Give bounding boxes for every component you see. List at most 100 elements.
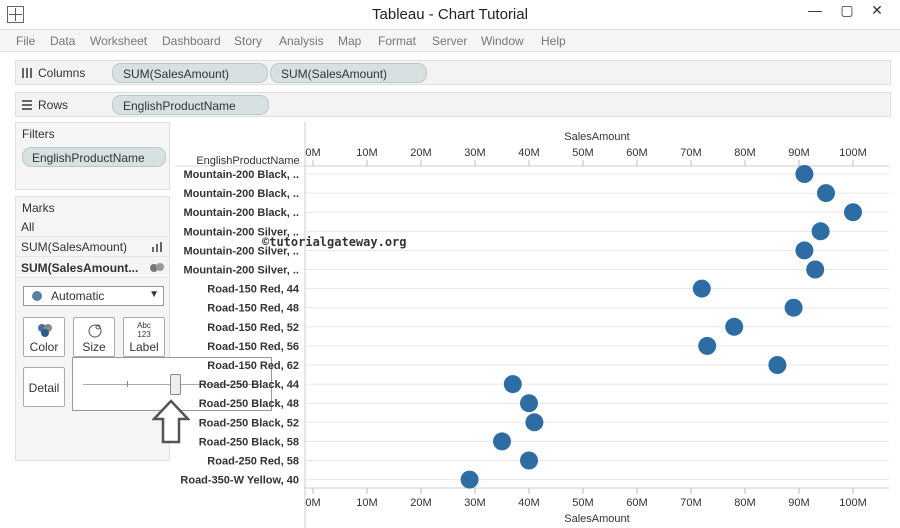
color-button-label: Color <box>29 340 59 354</box>
rows-shelf[interactable]: Rows EnglishProductName <box>15 92 891 117</box>
watermark-text: ©tutorialgateway.org <box>262 235 407 249</box>
row-label: Mountain-200 Silver, .. <box>183 265 299 277</box>
label-icon-123-text: 123 <box>137 330 151 339</box>
row-label: Road-150 Red, 48 <box>207 303 299 315</box>
bar-chart-icon <box>152 242 162 252</box>
size-slider-default-tick <box>127 381 128 387</box>
rows-pill-englishproductname[interactable]: EnglishProductName <box>112 95 269 115</box>
row-label: Road-250 Red, 58 <box>207 456 299 468</box>
marks-title: Marks <box>22 201 55 215</box>
filters-card: Filters EnglishProductName <box>15 122 170 190</box>
size-button-label: Size <box>82 340 106 354</box>
row-label: Road-250 Black, 52 <box>199 417 299 429</box>
title-bar: Tableau - Chart Tutorial — ▢ ✕ <box>0 0 900 30</box>
row-label: Road-250 Black, 58 <box>199 436 299 448</box>
columns-pill-sum-salesamount-2[interactable]: SUM(SalesAmount) <box>270 63 427 83</box>
close-button[interactable]: ✕ <box>871 2 883 18</box>
x-tick-label-top: 10M <box>356 147 377 159</box>
data-point <box>493 432 511 451</box>
row-label: Mountain-200 Black, .. <box>183 188 299 200</box>
menu-format[interactable]: Format <box>378 34 417 48</box>
x-tick-label-top: 100M <box>839 147 867 159</box>
x-tick-label-bottom: 10M <box>356 497 377 509</box>
data-point <box>503 375 522 394</box>
x-axis-title-bottom: SalesAmount <box>564 513 629 525</box>
row-label: Road-150 Red, 52 <box>207 322 299 334</box>
x-tick-label-top: 40M <box>518 147 539 159</box>
x-tick-label-top: 20M <box>410 147 431 159</box>
menu-map[interactable]: Map <box>338 34 362 48</box>
data-point <box>817 184 835 203</box>
data-point <box>460 470 479 489</box>
row-label: Mountain-200 Silver, .. <box>183 226 299 238</box>
data-point <box>692 279 711 298</box>
data-point <box>520 451 538 470</box>
columns-shelf[interactable]: Columns SUM(SalesAmount) SUM(SalesAmount… <box>15 60 891 85</box>
chevron-down-icon: ▼ <box>149 289 159 300</box>
columns-icon <box>22 68 32 78</box>
row-label: Mountain-200 Black, .. <box>183 207 299 219</box>
menu-dashboard[interactable]: Dashboard <box>162 34 221 48</box>
marks-all-tab[interactable]: All <box>16 217 170 237</box>
size-button[interactable]: Size <box>73 317 115 357</box>
menu-data[interactable]: Data <box>50 34 76 48</box>
marks-tab-label: SUM(SalesAmount) <box>21 240 128 254</box>
label-button-label: Label <box>129 340 159 354</box>
menu-worksheet[interactable]: Worksheet <box>90 34 148 48</box>
columns-label: Columns <box>38 66 86 80</box>
row-label: Road-250 Black, 44 <box>199 379 300 391</box>
x-tick-label-top: 90M <box>788 147 809 159</box>
columns-pill-sum-salesamount-1[interactable]: SUM(SalesAmount) <box>112 63 268 83</box>
label-icon-abc-text: Abc <box>137 321 151 330</box>
x-tick-label-top: 80M <box>734 147 755 159</box>
menu-bar: File Data Worksheet Dashboard Story Anal… <box>0 30 900 52</box>
row-label: Road-150 Red, 62 <box>207 360 299 372</box>
filters-title: Filters <box>22 127 55 141</box>
x-tick-label-bottom: 50M <box>572 497 593 509</box>
marks-card: Marks All SUM(SalesAmount) SUM(SalesAmou… <box>15 196 170 461</box>
size-circles-icon <box>88 324 102 338</box>
color-palette-icon <box>38 324 52 337</box>
x-tick-label-bottom: 40M <box>518 497 539 509</box>
x-tick-label-top: 50M <box>572 147 593 159</box>
filter-pill-englishproductname[interactable]: EnglishProductName <box>22 147 166 167</box>
x-tick-label-top: 30M <box>464 147 485 159</box>
x-tick-label-top: 70M <box>680 147 701 159</box>
detail-button[interactable]: Detail <box>23 367 65 407</box>
menu-analysis[interactable]: Analysis <box>279 34 324 48</box>
menu-server[interactable]: Server <box>432 34 468 48</box>
label-abc-icon: Abc 123 <box>124 321 164 339</box>
data-point <box>844 203 862 222</box>
size-slider-thumb[interactable] <box>169 374 181 395</box>
row-label: Mountain-200 Silver, .. <box>183 245 299 257</box>
detail-button-label: Detail <box>28 381 60 395</box>
x-tick-label-bottom: 70M <box>680 497 701 509</box>
x-axis-title-top: SalesAmount <box>564 131 629 143</box>
rows-icon <box>22 100 32 110</box>
minimize-button[interactable]: — <box>808 2 822 18</box>
marks-tab-sum-salesamount-2[interactable]: SUM(SalesAmount... <box>16 258 170 278</box>
menu-window[interactable]: Window <box>481 34 524 48</box>
maximize-button[interactable]: ▢ <box>840 2 854 18</box>
data-point <box>811 222 830 241</box>
x-tick-label-bottom: 100M <box>839 497 867 509</box>
mark-type-select[interactable]: Automatic ▼ <box>23 286 164 306</box>
marks-tab-sum-salesamount-1[interactable]: SUM(SalesAmount) <box>16 237 170 257</box>
scatter-chart: SalesAmount SalesAmount EnglishProductName… <box>175 122 889 528</box>
window-title: Tableau - Chart Tutorial <box>372 6 528 23</box>
tableau-app-icon <box>7 6 24 23</box>
x-tick-label-bottom: 20M <box>410 497 431 509</box>
row-header-title: EnglishProductName <box>196 155 299 167</box>
row-label: Mountain-200 Black, .. <box>183 169 299 181</box>
chart-area: SalesAmount SalesAmount EnglishProductName… <box>175 122 889 528</box>
row-label: Road-250 Black, 48 <box>199 398 299 410</box>
menu-story[interactable]: Story <box>234 34 263 48</box>
menu-file[interactable]: File <box>16 34 36 48</box>
menu-help[interactable]: Help <box>541 34 566 48</box>
label-button[interactable]: Abc 123 Label <box>123 317 165 357</box>
row-label: Road-150 Red, 44 <box>207 284 300 296</box>
plot-background <box>305 122 889 528</box>
color-button[interactable]: Color <box>23 317 65 357</box>
data-point <box>698 336 717 355</box>
x-tick-label-bottom: 60M <box>626 497 647 509</box>
